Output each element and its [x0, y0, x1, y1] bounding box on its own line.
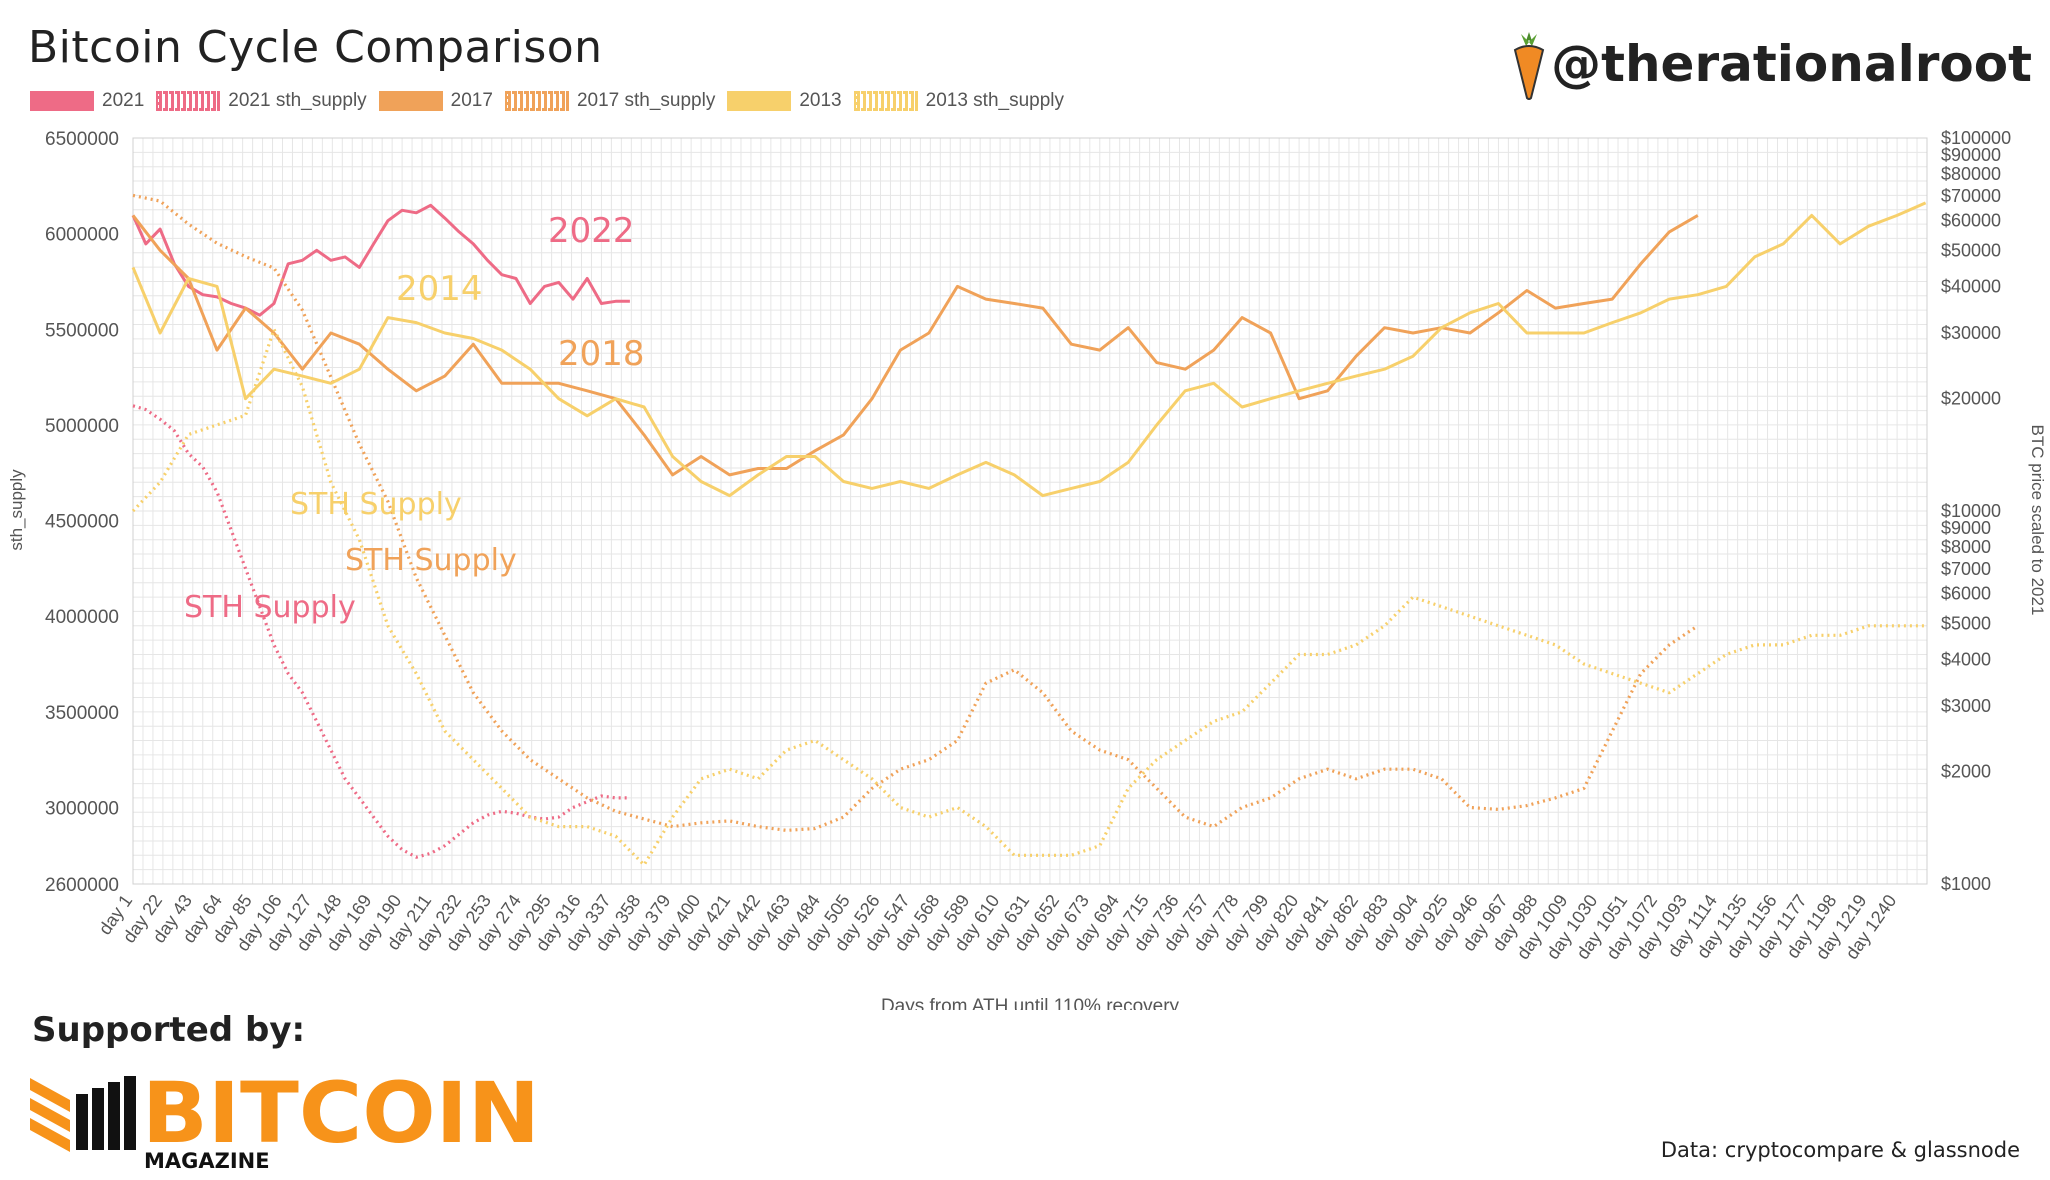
legend-item: 2021: [30, 90, 144, 112]
y-axis-title: sth_supply: [7, 469, 26, 551]
legend-label: 2017: [450, 90, 493, 111]
y2-tick-label: $80000: [1941, 164, 2001, 184]
grid-lines: [132, 137, 1928, 885]
series-line-2017-sth_supply: [132, 193, 1699, 833]
handle-text: @therationalroot: [1551, 35, 2032, 93]
y2-tick-label: $20000: [1941, 389, 2001, 409]
y2-tick-label: $100000: [1941, 128, 2011, 148]
y-tick-label: 4000000: [45, 607, 119, 628]
chart-legend: 2021 2021 sth_supply 2017 2017 sth_supply 20…: [30, 90, 1076, 112]
y2-tick-label: $6000: [1941, 584, 1991, 604]
legend-swatch: [727, 91, 792, 111]
y2-tick-label: $50000: [1941, 240, 2001, 260]
y-tick-label: 4500000: [45, 512, 119, 533]
data-source: Data: cryptocompare & glassnode: [1660, 1138, 2020, 1162]
y2-tick-label: $5000: [1941, 613, 1991, 633]
chart-annotation: STH Supply: [290, 487, 462, 522]
y2-tick-label: $30000: [1941, 323, 2001, 343]
chart-annotation: STH Supply: [184, 590, 356, 625]
legend-label: 2021 sth_supply: [228, 90, 367, 111]
legend-label: 2013 sth_supply: [925, 90, 1065, 111]
y2-tick-label: $3000: [1941, 696, 1991, 716]
supported-by-label: Supported by:: [32, 1010, 306, 1050]
legend-swatch: [504, 91, 569, 111]
y2-tick-label: $10000: [1941, 501, 2001, 521]
y-tick-label: 3000000: [45, 798, 119, 819]
right-y-axis: $1000$2000$3000$4000$5000$6000$7000$8000…: [1941, 128, 2011, 894]
chart-annotation: 2018: [558, 334, 645, 374]
chart-annotation: STH Supply: [345, 543, 517, 578]
y-tick-label: 6000000: [45, 225, 119, 246]
series-line-2021: [131, 203, 630, 317]
legend-swatch: [853, 91, 918, 111]
x-axis-title: Days from ATH until 110% recovery: [881, 996, 1180, 1010]
chart-annotation: 2014: [396, 269, 483, 309]
y2-tick-label: $7000: [1941, 559, 1991, 579]
y2-tick-label: $2000: [1941, 762, 1991, 782]
bitcoin-magazine-logo: BITCOIN MAGAZINE: [30, 1064, 540, 1170]
chart-svg: 2600000 3000000 3500000 4000000 4500000 50000…: [7, 128, 2047, 1010]
y2-tick-label: $1000: [1941, 874, 1991, 894]
legend-item: 2021 sth_supply: [156, 90, 367, 112]
legend-label: 2013: [799, 90, 842, 111]
series-line-2017: [131, 214, 1699, 477]
y2-tick-label: $40000: [1941, 276, 2001, 296]
y-tick-label: 5500000: [45, 320, 119, 341]
series-line-2021-sth_supply: [132, 404, 630, 859]
legend-swatch: [30, 91, 94, 111]
brand-main-text: BITCOIN: [142, 1064, 540, 1162]
page-title: Bitcoin Cycle Comparison: [28, 22, 603, 73]
carrot-icon: [1513, 32, 1545, 100]
legend-label: 2021: [102, 90, 145, 111]
y2-tick-label: $90000: [1941, 145, 2001, 165]
legend-item: 2013 sth_supply: [853, 90, 1065, 112]
series-lines: [131, 193, 1927, 867]
brand-sub-text: MAGAZINE: [144, 1149, 270, 1170]
y-tick-label: 2600000: [45, 875, 119, 896]
legend-label: 2017 sth_supply: [576, 90, 716, 111]
y2-axis-title: BTC price scaled to 2021: [2028, 425, 2047, 616]
y-tick-label: 3500000: [45, 703, 119, 724]
y2-tick-label: $9000: [1941, 518, 1991, 538]
left-y-axis: 2600000 3000000 3500000 4000000 4500000 50000…: [45, 129, 119, 896]
legend-swatch: [378, 91, 443, 111]
y2-tick-label: $8000: [1941, 537, 1991, 557]
y2-tick-label: $60000: [1941, 211, 2001, 231]
y-tick-label: 5000000: [45, 416, 119, 437]
y2-tick-label: $70000: [1941, 186, 2001, 206]
legend-item: 2013: [727, 90, 842, 112]
legend-item: 2017: [378, 90, 493, 112]
bitcoin-magazine-emblem-icon: [30, 1076, 136, 1152]
series-line-2013: [131, 201, 1927, 498]
author-handle: @therationalroot: [1507, 28, 2032, 100]
chart-annotation: 2022: [548, 211, 635, 251]
y-tick-label: 6500000: [45, 129, 119, 150]
legend-item: 2017 sth_supply: [504, 90, 716, 112]
legend-swatch: [156, 91, 221, 111]
y2-tick-label: $4000: [1941, 649, 1991, 669]
plot-frame: [132, 137, 1928, 885]
